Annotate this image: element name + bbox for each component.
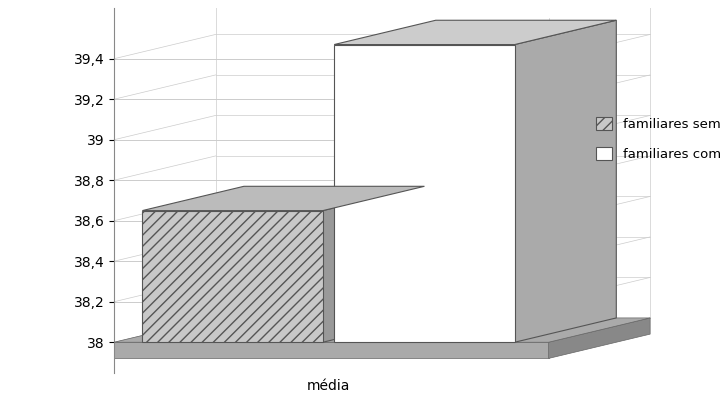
- Polygon shape: [549, 318, 650, 358]
- Polygon shape: [334, 45, 515, 342]
- Polygon shape: [114, 318, 650, 342]
- Polygon shape: [323, 186, 425, 342]
- Text: média: média: [307, 379, 350, 393]
- Polygon shape: [515, 20, 616, 342]
- Legend: familiares sem história, familiares com história: familiares sem história, familiares com …: [596, 117, 721, 161]
- Polygon shape: [334, 20, 616, 45]
- Polygon shape: [142, 186, 425, 211]
- Polygon shape: [142, 211, 323, 342]
- Polygon shape: [114, 342, 549, 358]
